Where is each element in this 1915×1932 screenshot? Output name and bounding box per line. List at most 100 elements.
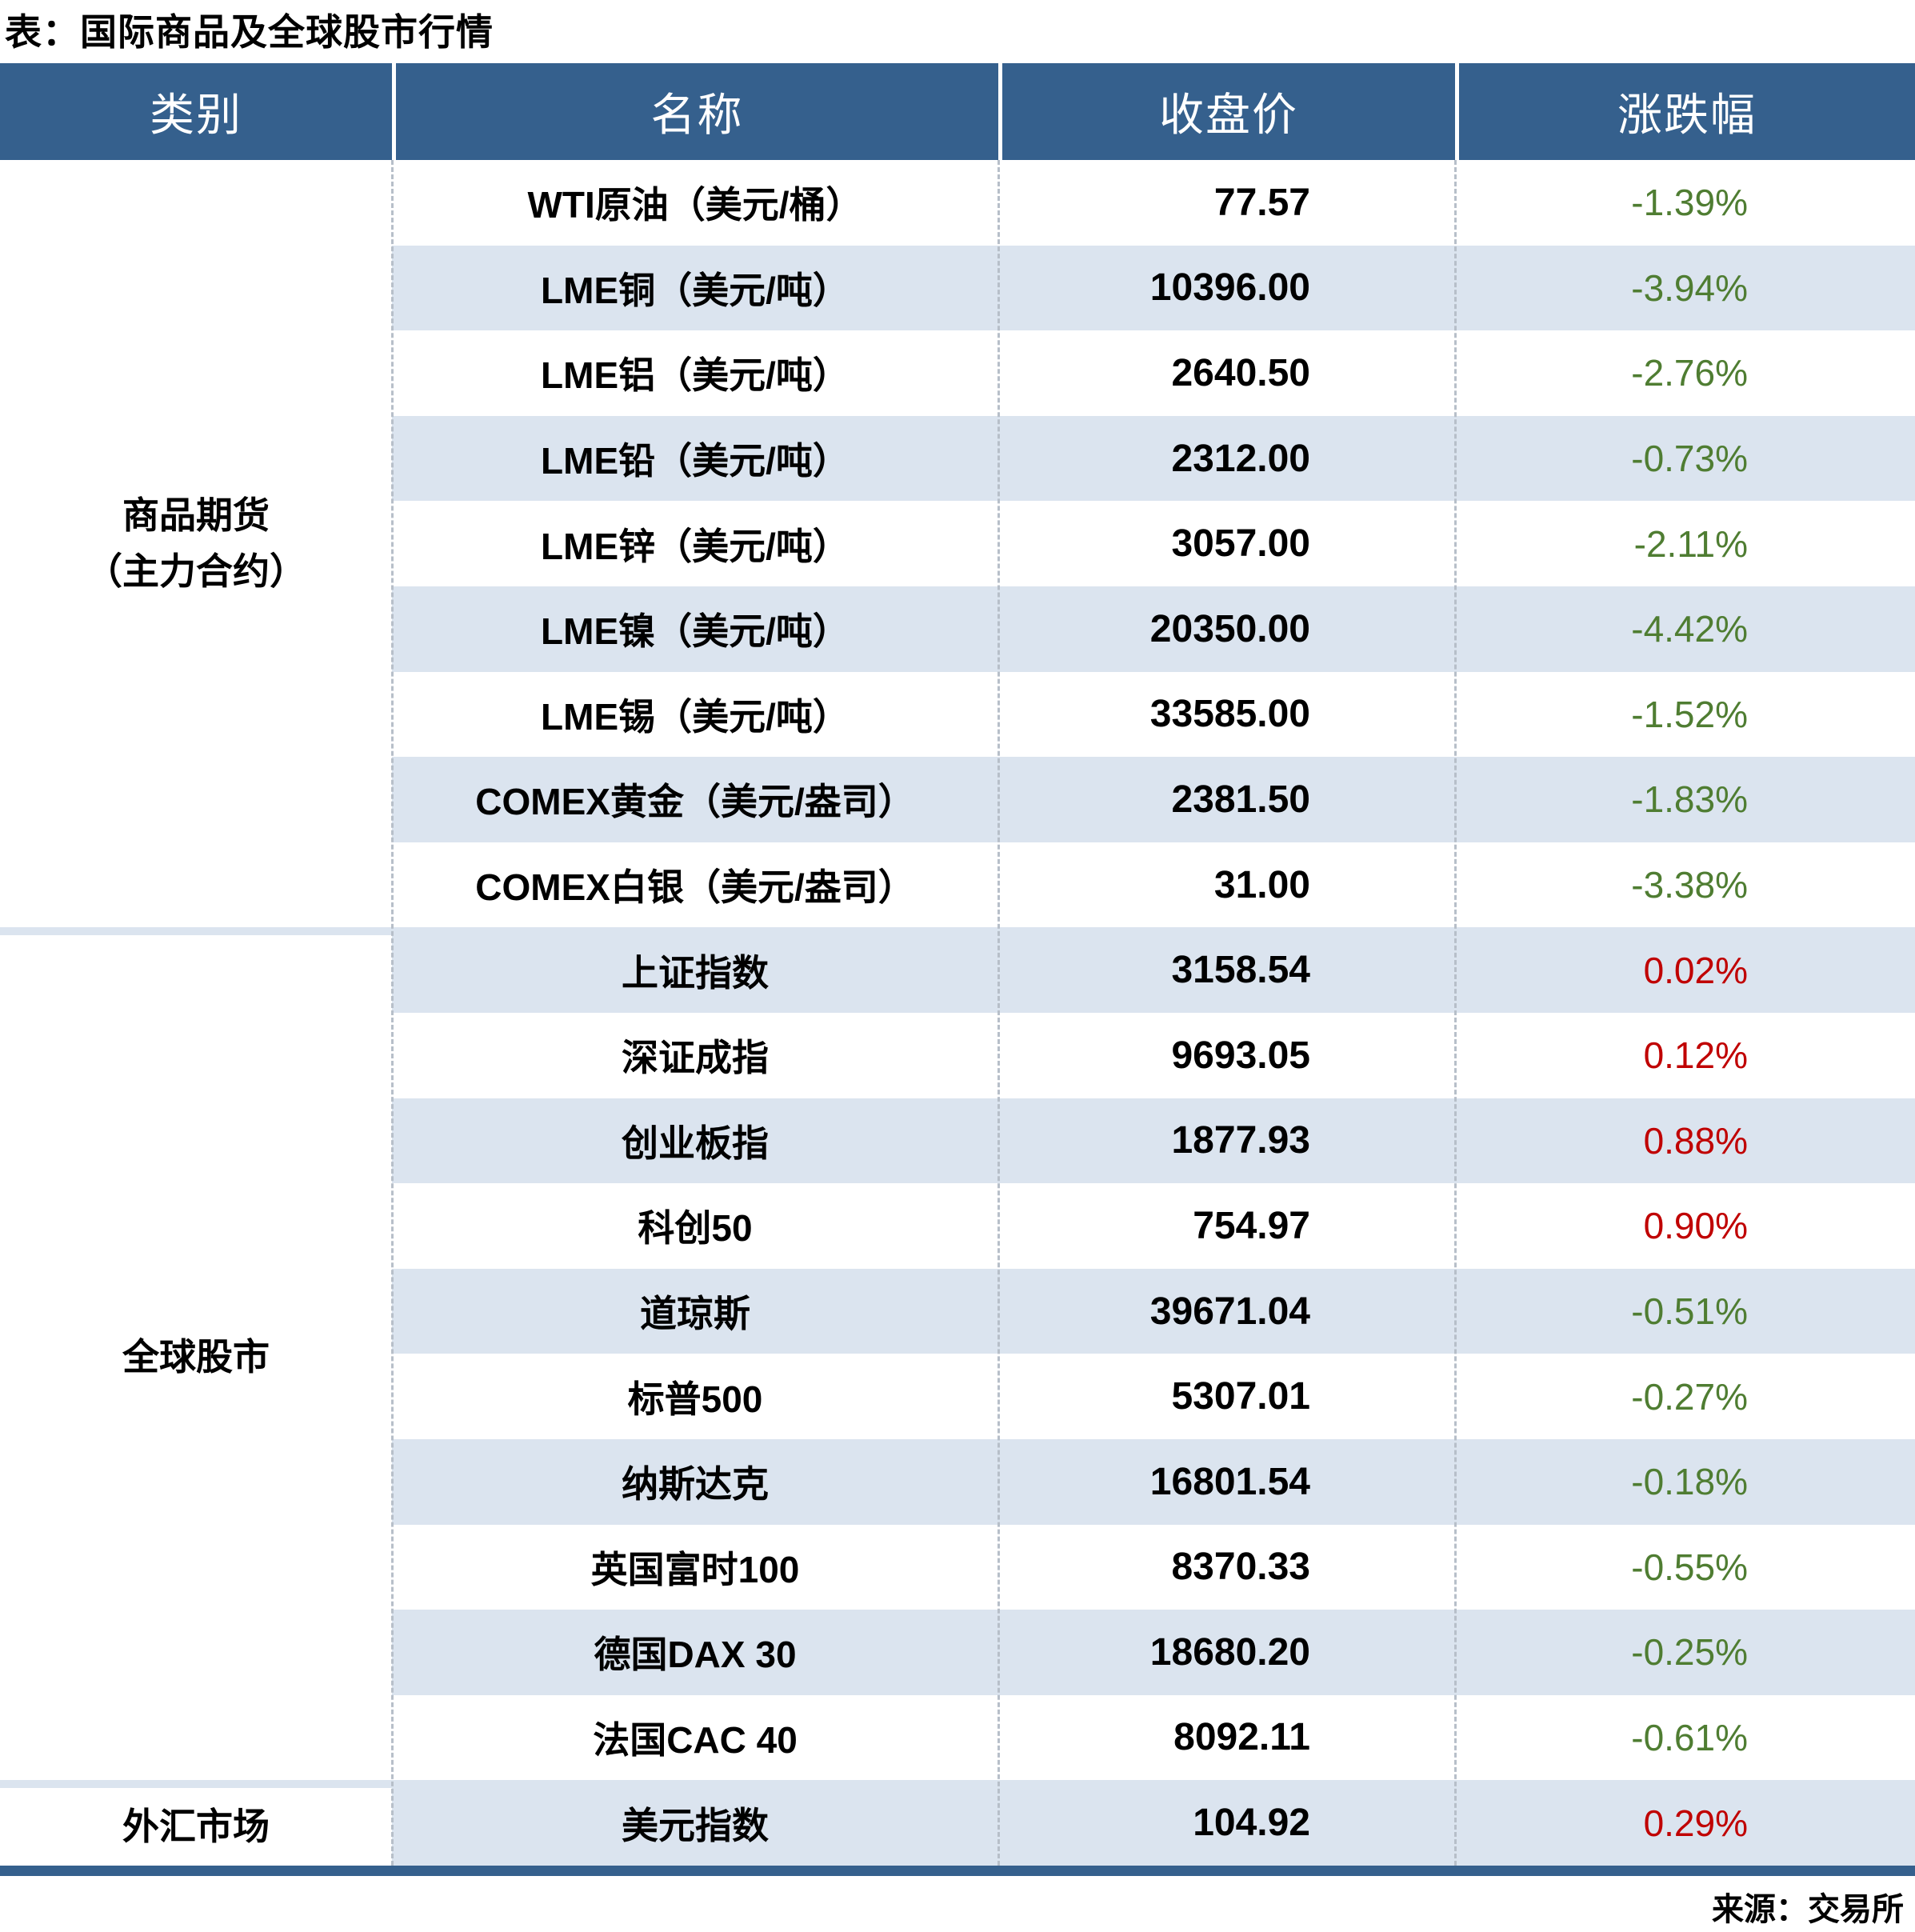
- close-price-cell: 1877.93: [1171, 1119, 1310, 1162]
- table-body: 商品期货 （主力合约） 全球股市 外汇市场 WTI原油（美元/桶） 77.57 …: [0, 160, 1915, 1866]
- close-price-cell: 18680.20: [1149, 1630, 1310, 1674]
- name-cell: 纳斯达克: [622, 1463, 769, 1506]
- name-cell: 标普500: [627, 1378, 763, 1420]
- name-cell: COMEX白银（美元/盎司）: [475, 866, 915, 909]
- data-rows: WTI原油（美元/桶） 77.57 -1.39% LME铜（美元/吨） 1039…: [392, 160, 1915, 1866]
- change-pct-cell: -2.11%: [1633, 522, 1748, 565]
- table-row: 上证指数 3158.54 0.02%: [392, 927, 1915, 1013]
- name-cell: LME铝（美元/吨）: [541, 354, 850, 397]
- page-title: 表：国际商品及全球股市行情: [5, 11, 494, 53]
- change-pct-cell: -0.51%: [1631, 1290, 1748, 1333]
- name-cell: LME锌（美元/吨）: [541, 525, 850, 567]
- change-pct-cell: -0.25%: [1631, 1631, 1748, 1674]
- header-close: 收盘价: [998, 63, 1455, 160]
- close-price-cell: 9693.05: [1171, 1034, 1310, 1077]
- table-row: 英国富时100 8370.33 -0.55%: [392, 1524, 1915, 1610]
- name-cell: 道琼斯: [640, 1293, 750, 1335]
- change-pct-cell: -0.27%: [1631, 1375, 1748, 1418]
- category-column: 商品期货 （主力合约） 全球股市 外汇市场: [0, 160, 392, 1866]
- change-pct-cell: 0.90%: [1643, 1205, 1748, 1247]
- change-pct-cell: -0.61%: [1631, 1716, 1748, 1758]
- table-row: LME锌（美元/吨） 3057.00 -2.11%: [392, 501, 1915, 586]
- close-price-cell: 754.97: [1193, 1204, 1310, 1247]
- table-row: LME铜（美元/吨） 10396.00 -3.94%: [392, 245, 1915, 331]
- table-row: LME镍（美元/吨） 20350.00 -4.42%: [392, 586, 1915, 672]
- category-divider: [0, 927, 392, 936]
- table-row: 深证成指 9693.05 0.12%: [392, 1012, 1915, 1098]
- table-row: 纳斯达克 16801.54 -0.18%: [392, 1438, 1915, 1525]
- name-cell: 科创50: [638, 1207, 753, 1250]
- table-row: 科创50 754.97 0.90%: [392, 1183, 1915, 1269]
- name-cell: LME镍（美元/吨）: [541, 610, 850, 653]
- name-cell: WTI原油（美元/桶）: [527, 184, 863, 226]
- close-price-cell: 33585.00: [1149, 693, 1310, 736]
- close-price-cell: 20350.00: [1149, 607, 1310, 650]
- name-cell: 深证成指: [622, 1037, 769, 1079]
- close-price-cell: 39671.04: [1149, 1290, 1310, 1333]
- header-category: 类别: [150, 91, 242, 141]
- column-divider: [391, 160, 394, 1866]
- table-bottom-bar: [0, 1865, 1915, 1876]
- close-price-cell: 104.92: [1193, 1802, 1310, 1845]
- change-pct-cell: -2.76%: [1631, 352, 1748, 394]
- close-price-cell: 16801.54: [1149, 1460, 1310, 1503]
- table-row: LME锡（美元/吨） 33585.00 -1.52%: [392, 671, 1915, 758]
- market-table: 类别 名称 收盘价 涨跌幅 商品期货 （主力合约） 全球股市 外汇市场 WTI原…: [0, 63, 1915, 1876]
- change-pct-cell: -0.18%: [1631, 1461, 1748, 1503]
- table-row: LME铝（美元/吨） 2640.50 -2.76%: [392, 330, 1915, 416]
- category-cell-global-stocks: 全球股市: [122, 1336, 270, 1378]
- change-pct-cell: -0.73%: [1631, 438, 1748, 480]
- name-cell: LME锡（美元/吨）: [541, 695, 850, 738]
- change-pct-cell: 0.12%: [1643, 1034, 1748, 1077]
- header-name: 名称: [392, 63, 998, 160]
- close-price-cell: 8092.11: [1173, 1716, 1310, 1759]
- change-pct-cell: 0.88%: [1643, 1119, 1748, 1162]
- name-cell: 上证指数: [622, 951, 769, 994]
- table-row: 标普500 5307.01 -0.27%: [392, 1354, 1915, 1439]
- source-note: 来源：交易所: [1712, 1892, 1904, 1927]
- change-pct-cell: -4.42%: [1631, 608, 1748, 650]
- close-price-cell: 5307.01: [1171, 1375, 1310, 1418]
- change-pct-cell: -3.94%: [1631, 266, 1748, 309]
- change-pct-cell: -3.38%: [1631, 864, 1748, 906]
- change-pct-cell: 0.29%: [1643, 1802, 1748, 1844]
- table-row: 道琼斯 39671.04 -0.51%: [392, 1268, 1915, 1354]
- table-header-row: 类别 名称 收盘价 涨跌幅: [0, 63, 1915, 160]
- column-divider: [1454, 160, 1457, 1866]
- change-pct-cell: -1.83%: [1631, 778, 1748, 821]
- name-cell: COMEX黄金（美元/盎司）: [475, 781, 915, 823]
- table-row: LME铅（美元/吨） 2312.00 -0.73%: [392, 415, 1915, 502]
- table-row: COMEX黄金（美元/盎司） 2381.50 -1.83%: [392, 757, 1915, 842]
- name-cell: LME铜（美元/吨）: [541, 269, 850, 311]
- close-price-cell: 3158.54: [1171, 949, 1310, 992]
- change-pct-cell: -1.52%: [1631, 693, 1748, 735]
- table-row: 美元指数 104.92 0.29%: [392, 1780, 1915, 1866]
- name-cell: 美元指数: [622, 1804, 769, 1846]
- change-pct-cell: -1.39%: [1631, 182, 1748, 224]
- table-row: COMEX白银（美元/盎司） 31.00 -3.38%: [392, 842, 1915, 928]
- close-price-cell: 2312.00: [1171, 437, 1310, 480]
- name-cell: 法国CAC 40: [593, 1718, 798, 1761]
- table-row: 创业板指 1877.93 0.88%: [392, 1098, 1915, 1184]
- header-change: 涨跌幅: [1455, 63, 1915, 160]
- category-divider: [0, 1780, 392, 1789]
- category-cell-fx-market: 外汇市场: [122, 1805, 270, 1847]
- close-price-cell: 31.00: [1213, 863, 1310, 906]
- close-price-cell: 2381.50: [1171, 778, 1310, 821]
- change-pct-cell: -0.55%: [1631, 1546, 1748, 1588]
- name-cell: 英国富时100: [590, 1548, 800, 1590]
- category-cell-commodity-futures: 商品期货 （主力合约）: [86, 494, 306, 592]
- close-price-cell: 3057.00: [1171, 522, 1310, 566]
- table-row: 法国CAC 40 8092.11 -0.61%: [392, 1694, 1915, 1781]
- close-price-cell: 10396.00: [1149, 266, 1310, 310]
- column-divider: [997, 160, 1000, 1866]
- table-row: 德国DAX 30 18680.20 -0.25%: [392, 1610, 1915, 1695]
- name-cell: 德国DAX 30: [594, 1634, 797, 1676]
- name-cell: 创业板指: [622, 1122, 769, 1164]
- change-pct-cell: 0.02%: [1643, 949, 1748, 991]
- table-row: WTI原油（美元/桶） 77.57 -1.39%: [392, 160, 1915, 246]
- close-price-cell: 2640.50: [1171, 351, 1310, 394]
- close-price-cell: 8370.33: [1171, 1546, 1310, 1589]
- close-price-cell: 77.57: [1213, 181, 1310, 224]
- name-cell: LME铅（美元/吨）: [541, 440, 850, 482]
